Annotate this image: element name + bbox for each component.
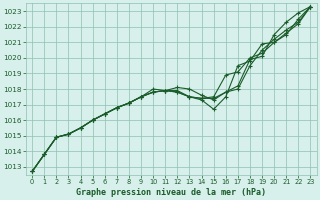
X-axis label: Graphe pression niveau de la mer (hPa): Graphe pression niveau de la mer (hPa) — [76, 188, 266, 197]
